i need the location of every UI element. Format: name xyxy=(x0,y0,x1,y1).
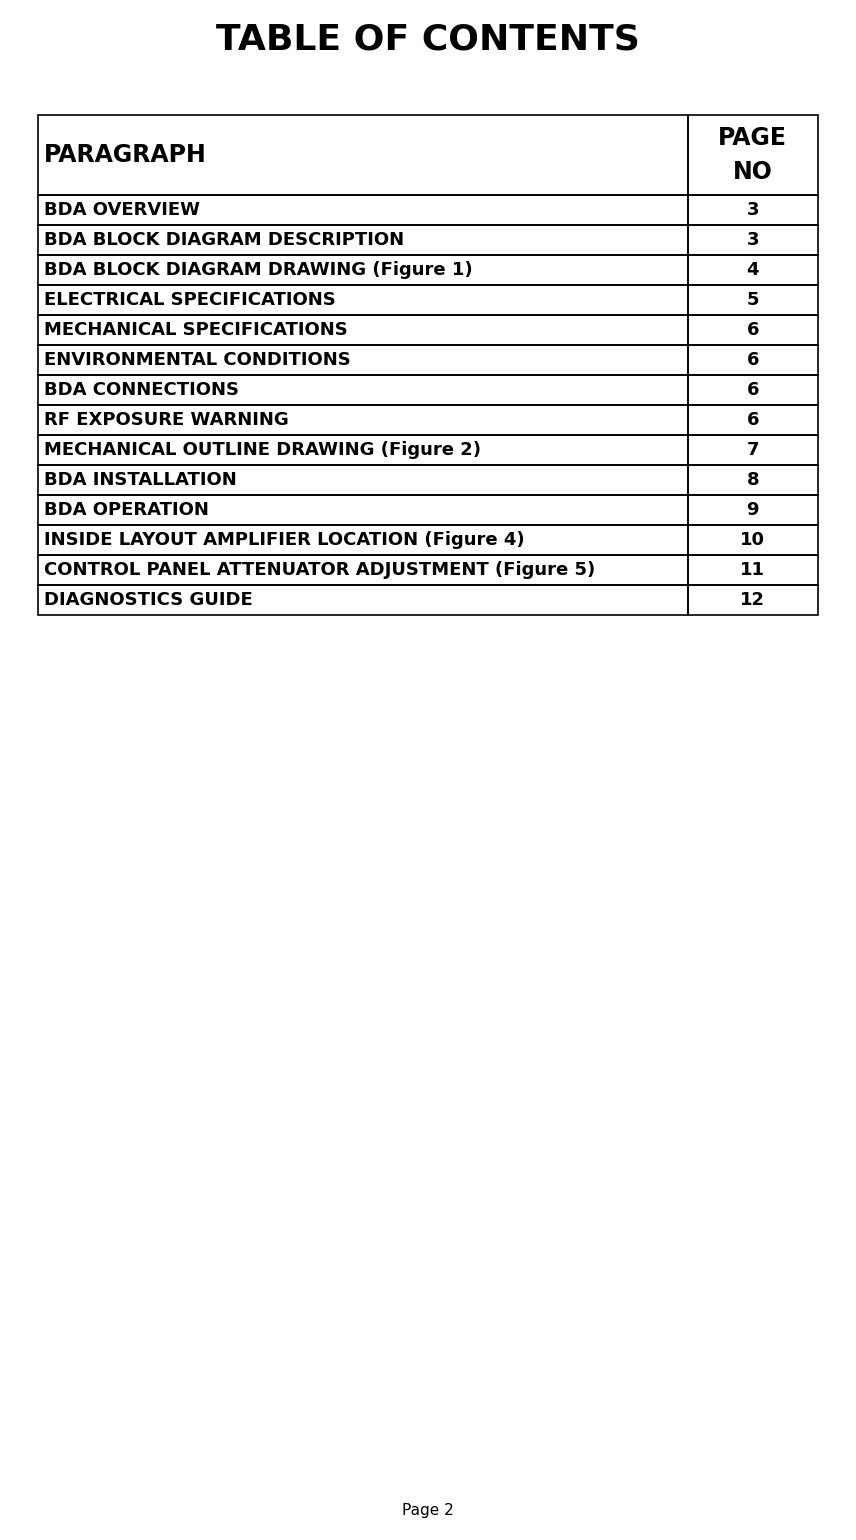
Bar xyxy=(38,494,687,525)
Text: 11: 11 xyxy=(740,561,765,579)
Bar xyxy=(687,285,818,316)
Text: PARAGRAPH: PARAGRAPH xyxy=(44,143,207,166)
Bar xyxy=(687,554,818,585)
Bar xyxy=(687,525,818,554)
Bar xyxy=(38,225,687,256)
Bar xyxy=(38,525,687,554)
Bar xyxy=(687,585,818,614)
Text: 6: 6 xyxy=(746,351,759,370)
Bar xyxy=(687,376,818,405)
Text: PAGE
NO: PAGE NO xyxy=(718,126,788,183)
Text: 3: 3 xyxy=(746,202,759,219)
Bar xyxy=(687,196,818,225)
Text: ENVIRONMENTAL CONDITIONS: ENVIRONMENTAL CONDITIONS xyxy=(44,351,351,370)
Bar xyxy=(38,434,687,465)
Text: MECHANICAL SPECIFICATIONS: MECHANICAL SPECIFICATIONS xyxy=(44,320,348,339)
Text: 4: 4 xyxy=(746,260,759,279)
Text: 12: 12 xyxy=(740,591,765,608)
Text: RF EXPOSURE WARNING: RF EXPOSURE WARNING xyxy=(44,411,288,430)
Bar xyxy=(38,196,687,225)
Bar xyxy=(687,494,818,525)
Bar xyxy=(38,285,687,316)
Bar xyxy=(687,316,818,345)
Text: MECHANICAL OUTLINE DRAWING (Figure 2): MECHANICAL OUTLINE DRAWING (Figure 2) xyxy=(44,440,481,459)
Bar xyxy=(38,554,687,585)
Bar xyxy=(687,256,818,285)
Bar xyxy=(38,405,687,434)
Text: 6: 6 xyxy=(746,411,759,430)
Bar xyxy=(38,585,687,614)
Bar xyxy=(687,465,818,494)
Text: 8: 8 xyxy=(746,471,759,490)
Text: 10: 10 xyxy=(740,531,765,548)
Text: BDA CONNECTIONS: BDA CONNECTIONS xyxy=(44,380,239,399)
Bar xyxy=(38,256,687,285)
Text: BDA BLOCK DIAGRAM DRAWING (Figure 1): BDA BLOCK DIAGRAM DRAWING (Figure 1) xyxy=(44,260,473,279)
Text: 6: 6 xyxy=(746,380,759,399)
Text: BDA BLOCK DIAGRAM DESCRIPTION: BDA BLOCK DIAGRAM DESCRIPTION xyxy=(44,231,404,249)
Bar xyxy=(38,376,687,405)
Bar xyxy=(38,116,687,196)
Text: CONTROL PANEL ATTENUATOR ADJUSTMENT (Figure 5): CONTROL PANEL ATTENUATOR ADJUSTMENT (Fig… xyxy=(44,561,595,579)
Text: 7: 7 xyxy=(746,440,759,459)
Bar xyxy=(38,316,687,345)
Bar xyxy=(687,345,818,376)
Bar xyxy=(687,116,818,196)
Bar xyxy=(38,345,687,376)
Text: Page 2: Page 2 xyxy=(402,1503,454,1517)
Bar xyxy=(687,225,818,256)
Bar xyxy=(687,405,818,434)
Text: BDA OPERATION: BDA OPERATION xyxy=(44,500,209,519)
Text: BDA INSTALLATION: BDA INSTALLATION xyxy=(44,471,237,490)
Text: TABLE OF CONTENTS: TABLE OF CONTENTS xyxy=(216,23,640,57)
Bar xyxy=(687,434,818,465)
Text: 6: 6 xyxy=(746,320,759,339)
Bar xyxy=(38,465,687,494)
Text: 3: 3 xyxy=(746,231,759,249)
Text: DIAGNOSTICS GUIDE: DIAGNOSTICS GUIDE xyxy=(44,591,253,608)
Text: ELECTRICAL SPECIFICATIONS: ELECTRICAL SPECIFICATIONS xyxy=(44,291,336,310)
Text: INSIDE LAYOUT AMPLIFIER LOCATION (Figure 4): INSIDE LAYOUT AMPLIFIER LOCATION (Figure… xyxy=(44,531,525,548)
Text: BDA OVERVIEW: BDA OVERVIEW xyxy=(44,202,200,219)
Text: 5: 5 xyxy=(746,291,759,310)
Text: 9: 9 xyxy=(746,500,759,519)
